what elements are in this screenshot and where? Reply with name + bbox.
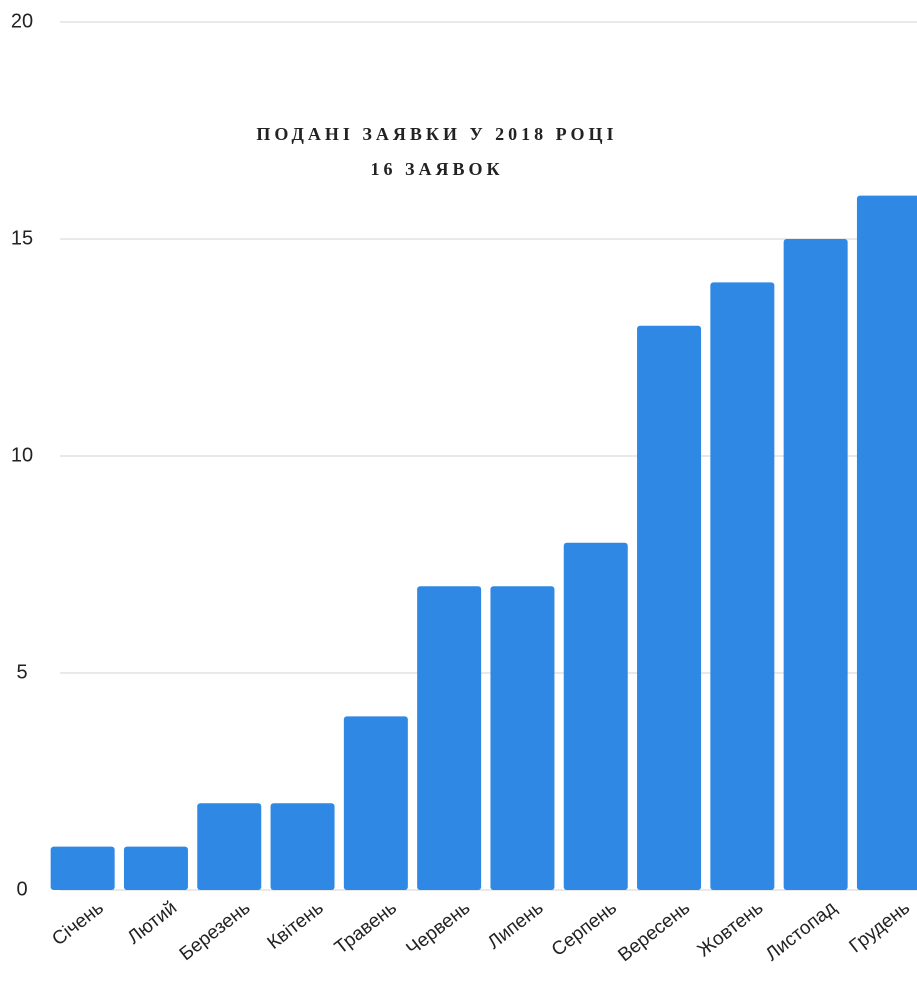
- bar: [490, 586, 555, 890]
- x-tick-label: Вересень: [614, 897, 694, 966]
- x-tick-label: Березень: [176, 897, 255, 965]
- x-tick-label: Жовтень: [694, 897, 768, 961]
- x-tick-label: Січень: [48, 897, 107, 950]
- bar: [197, 803, 262, 890]
- x-tick-label: Лютий: [124, 897, 181, 948]
- bar: [710, 282, 775, 890]
- bar: [270, 803, 335, 890]
- bar: [417, 586, 482, 890]
- x-tick-label: Липень: [484, 897, 548, 953]
- bar: [50, 846, 115, 890]
- chart-title: ПОДАНІ ЗАЯВКИ У 2018 РОЦІ: [256, 124, 617, 144]
- x-tick-label: Серпень: [548, 897, 621, 960]
- x-tick-label: Квітень: [264, 897, 328, 954]
- x-tick-label: Червень: [402, 897, 474, 960]
- y-tick-label: 5: [16, 661, 27, 683]
- y-tick-label: 20: [11, 10, 33, 32]
- bar: [637, 325, 702, 890]
- y-tick-label: 15: [11, 227, 33, 249]
- bar: [783, 239, 848, 890]
- chart-subtitle: 16 ЗАЯВОК: [370, 159, 503, 179]
- y-tick-label: 0: [16, 878, 27, 900]
- bar: [123, 846, 188, 890]
- x-tick-label: Листопад: [762, 897, 841, 965]
- x-tick-label: Травень: [331, 897, 401, 958]
- y-tick-label: 10: [11, 444, 33, 466]
- bar: [563, 542, 628, 890]
- bar: [856, 195, 917, 890]
- x-tick-label: Грудень: [846, 897, 915, 957]
- bar: [343, 716, 408, 890]
